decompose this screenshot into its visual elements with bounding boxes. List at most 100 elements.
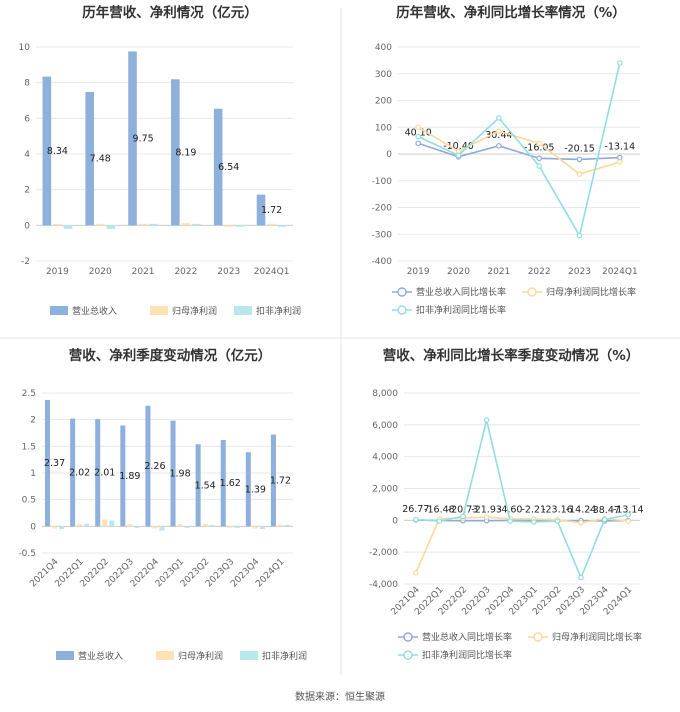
bar xyxy=(195,444,201,527)
legend-swatch xyxy=(240,651,258,660)
bar xyxy=(128,51,137,226)
data-label: 1.72 xyxy=(261,205,282,216)
series-line xyxy=(417,142,620,161)
data-label: -20.73 xyxy=(448,505,479,516)
data-point xyxy=(455,152,462,159)
bar xyxy=(77,524,83,527)
legend-label: 归母净利润同比增长率 xyxy=(546,286,636,298)
bar xyxy=(63,225,73,229)
bar xyxy=(171,79,180,226)
data-point xyxy=(415,133,421,140)
y-tick-label: 0 xyxy=(30,522,36,532)
x-tick-label: 2023 xyxy=(217,267,240,277)
data-label: 6.54 xyxy=(218,162,239,173)
data-point xyxy=(412,516,419,523)
data-source: 数据来源：恒生聚源 xyxy=(295,690,385,703)
legend-label: 归母净利润 xyxy=(172,305,217,317)
legend-label: 归母净利润同比增长率 xyxy=(552,631,642,643)
y-tick-label: 400 xyxy=(375,43,392,53)
data-point xyxy=(483,514,490,520)
bar xyxy=(152,526,158,529)
data-label: 9.75 xyxy=(133,133,154,144)
legend-label: 营业总收入 xyxy=(72,305,117,317)
bar xyxy=(184,526,190,528)
legend-label: 扣非净利润 xyxy=(262,650,307,662)
bar xyxy=(106,225,116,229)
data-point xyxy=(625,511,632,518)
data-point xyxy=(436,518,443,524)
bar xyxy=(277,524,283,527)
data-point xyxy=(576,232,583,239)
bar xyxy=(120,425,126,527)
bar xyxy=(85,91,94,226)
data-point xyxy=(554,518,561,524)
data-label: 8.34 xyxy=(47,146,68,157)
series-line xyxy=(417,62,621,238)
bar xyxy=(145,405,151,527)
data-label: 2.01 xyxy=(94,468,115,479)
legend-marker xyxy=(403,650,413,660)
x-tick-label: 2024Q1 xyxy=(602,267,638,277)
quarterly-revenue-profit-chart: 营收、净利季度变动情况（亿元） -0.500.511.522.52021Q420… xyxy=(18,347,307,662)
data-point xyxy=(617,154,623,161)
data-point xyxy=(415,124,421,131)
bar xyxy=(149,223,158,226)
legend-label: 扣非净利润 xyxy=(256,305,301,317)
data-label: -16.48 xyxy=(424,505,455,516)
bar xyxy=(267,223,276,226)
y-tick-label: 0 xyxy=(24,221,30,231)
y-tick-label: 6 xyxy=(24,114,30,124)
bar xyxy=(256,194,266,226)
data-label: -14.24 xyxy=(566,505,597,516)
legend-marker xyxy=(397,287,407,297)
y-tick-label: 4 xyxy=(24,150,30,160)
bar xyxy=(192,223,201,226)
data-point xyxy=(536,163,542,169)
data-point xyxy=(496,115,502,121)
bar xyxy=(102,519,108,527)
data-label: -23.16 xyxy=(542,505,573,516)
bar xyxy=(42,76,52,226)
legend-swatch xyxy=(156,651,174,660)
legend-label: 扣非净利润同比增长率 xyxy=(416,304,506,316)
data-label: -2.21 xyxy=(522,504,547,515)
y-tick-label: -0.5 xyxy=(18,549,36,559)
y-tick-label: -200 xyxy=(372,204,393,214)
data-label: 1.39 xyxy=(245,484,266,495)
data-point xyxy=(617,60,623,66)
data-label: -21.93 xyxy=(471,505,502,516)
data-point xyxy=(507,518,514,524)
legend-label: 归母净利润 xyxy=(178,650,223,662)
legend-swatch xyxy=(56,651,74,660)
data-point xyxy=(460,513,466,520)
bar xyxy=(95,223,105,226)
data-label: -16.05 xyxy=(524,142,555,153)
data-point xyxy=(576,156,583,163)
data-label: 1.54 xyxy=(195,480,216,491)
data-point xyxy=(530,519,537,525)
bar xyxy=(95,419,101,527)
bar xyxy=(138,223,148,226)
legend-label: 营业总收入同比增长率 xyxy=(422,631,512,643)
bar xyxy=(245,452,251,527)
x-tick-label: 2021 xyxy=(132,267,155,277)
data-point xyxy=(625,518,632,524)
data-label: 30.44 xyxy=(485,130,512,141)
x-tick-label: 2019 xyxy=(46,267,69,277)
annual-revenue-profit-chart: 历年营收、净利情况（亿元） -2 0 2 4 6 8 10 2019 2020 2021 2022 2… xyxy=(19,4,301,317)
bar xyxy=(259,526,265,529)
series-line xyxy=(415,419,629,580)
bar xyxy=(213,108,223,226)
data-label: -10.40 xyxy=(443,141,474,152)
legend-swatch xyxy=(150,306,168,315)
legend-marker xyxy=(527,287,537,297)
data-point xyxy=(415,140,421,147)
bar xyxy=(177,524,183,527)
data-point xyxy=(601,516,608,523)
data-point xyxy=(617,159,623,165)
y-tick-label: 300 xyxy=(375,70,392,80)
y-tick-label: 4,000 xyxy=(372,453,398,463)
y-tick-label: -300 xyxy=(372,230,393,240)
bar xyxy=(134,526,140,528)
x-tick-label: 2024Q1 xyxy=(254,267,290,277)
